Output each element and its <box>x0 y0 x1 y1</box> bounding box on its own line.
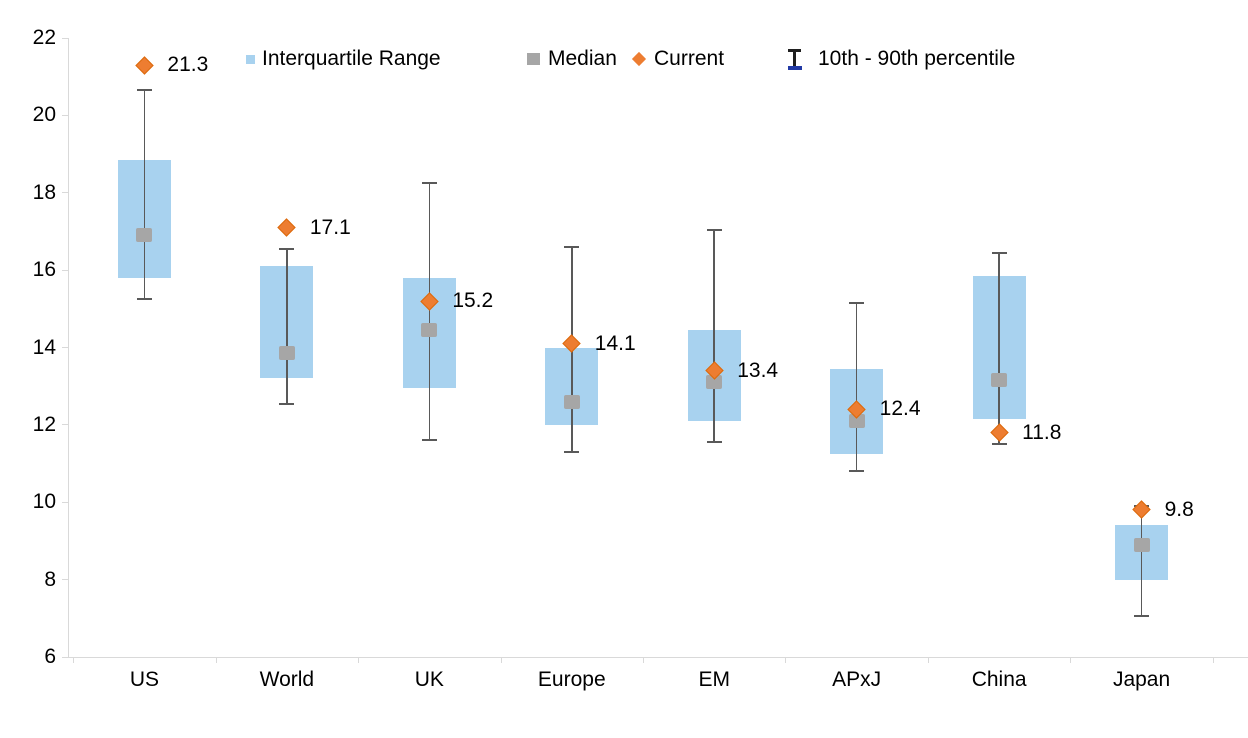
current-marker <box>989 423 1009 442</box>
y-tick-label: 6 <box>44 645 56 668</box>
legend-item-interquartile-range: Interquartile Range <box>246 46 441 72</box>
legend-item-percentile-range: 10th - 90th percentile <box>786 46 1015 72</box>
y-tick-label: 22 <box>32 26 56 49</box>
x-axis-tick <box>1070 657 1072 663</box>
x-axis-tick <box>785 657 787 663</box>
x-tick-label: EM <box>698 668 730 691</box>
median-marker <box>136 228 153 243</box>
median-marker <box>563 394 580 409</box>
y-tick-label: 8 <box>44 567 56 591</box>
current-value-label: 14.1 <box>594 331 636 355</box>
y-axis-tick <box>62 656 68 658</box>
y-axis-tick <box>62 501 68 503</box>
legend-label: 10th - 90th percentile <box>818 47 1016 70</box>
current-diamond-icon <box>631 51 647 67</box>
median-marker <box>1133 537 1150 552</box>
y-axis-tick <box>62 37 68 39</box>
error-bar-icon <box>786 47 804 71</box>
x-axis-tick <box>643 657 644 663</box>
whisker <box>286 248 288 404</box>
y-tick-label: 16 <box>32 258 56 282</box>
whisker-cap-bottom <box>1134 615 1150 618</box>
y-tick-label: 10 <box>32 490 56 514</box>
current-value-label: 11.8 <box>1022 420 1062 444</box>
current-marker <box>1132 500 1151 520</box>
whisker-cap-bottom <box>564 450 580 453</box>
current-value-label: 9.8 <box>1164 497 1194 521</box>
whisker <box>1140 506 1143 617</box>
x-tick-label: APxJ <box>832 668 882 691</box>
y-tick-label: 20 <box>32 103 56 127</box>
current-value-label: 15.2 <box>452 289 494 313</box>
iqr-swatch-icon <box>246 54 255 64</box>
x-tick-label: World <box>259 668 315 691</box>
legend-label: Median <box>548 47 617 70</box>
whisker-cap-top <box>136 89 152 92</box>
median-marker <box>848 414 865 428</box>
current-marker <box>135 55 154 75</box>
y-tick-label: 18 <box>32 180 56 204</box>
whisker-cap-bottom <box>136 298 152 301</box>
whisker <box>713 229 716 443</box>
x-tick-label: US <box>129 668 160 691</box>
y-axis-tick <box>62 424 68 426</box>
y-tick-label: 14 <box>32 335 56 359</box>
median-marker <box>421 323 438 338</box>
current-marker <box>277 218 297 237</box>
y-axis-tick <box>62 114 68 116</box>
x-tick-label: China <box>971 668 1027 691</box>
whisker-cap-bottom <box>279 402 295 405</box>
whisker <box>998 252 1000 445</box>
current-value-label: 13.4 <box>737 358 779 382</box>
whisker-cap-bottom <box>991 443 1007 446</box>
whisker-cap-top <box>849 302 865 304</box>
current-value-label: 21.3 <box>167 53 209 77</box>
y-axis-tick <box>62 269 68 271</box>
x-axis-tick <box>500 657 502 663</box>
x-axis-tick <box>73 657 75 663</box>
median-marker <box>991 373 1008 388</box>
legend-label: Current <box>654 47 725 70</box>
legend-label: Interquartile Range <box>262 47 441 70</box>
x-tick-label: UK <box>414 668 444 691</box>
y-axis-tick <box>62 347 68 348</box>
legend-item-current: Current <box>631 46 725 72</box>
x-axis-line <box>68 657 1248 658</box>
whisker-cap-top <box>421 182 437 185</box>
x-axis-tick <box>358 657 360 663</box>
whisker-cap-bottom <box>849 470 865 473</box>
x-tick-label: Europe <box>537 668 606 691</box>
y-axis-line <box>68 38 69 658</box>
y-axis-tick <box>62 192 68 194</box>
whisker-cap-top <box>564 245 580 248</box>
x-axis-tick <box>927 657 929 663</box>
whisker <box>143 90 146 300</box>
x-axis-tick <box>215 657 217 663</box>
whisker-cap-bottom <box>706 441 722 444</box>
whisker-cap-bottom <box>421 439 437 442</box>
whisker-cap-top <box>706 228 722 231</box>
y-axis-tick <box>62 579 68 581</box>
legend-item-median: Median <box>527 46 617 72</box>
whisker <box>855 303 858 472</box>
current-value-label: 17.1 <box>309 215 351 239</box>
x-axis-tick <box>1212 657 1214 663</box>
current-value-label: 12.4 <box>879 397 921 421</box>
x-tick-label: Japan <box>1112 668 1171 691</box>
y-tick-label: 12 <box>32 412 56 436</box>
median-marker <box>706 375 723 390</box>
median-marker <box>278 346 295 361</box>
whisker-cap-top <box>991 251 1007 254</box>
whisker <box>428 183 431 441</box>
median-swatch-icon <box>527 53 540 65</box>
whisker-cap-top <box>279 247 295 250</box>
